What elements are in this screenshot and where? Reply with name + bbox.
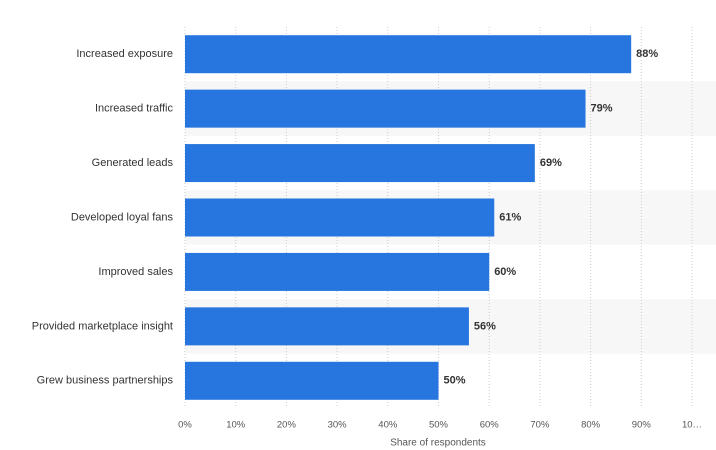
- x-tick-label: 20%: [277, 420, 297, 431]
- y-tick-label: Provided marketplace insight: [32, 320, 173, 332]
- x-tick-label: 90%: [632, 420, 652, 431]
- x-tick-label: 0%: [178, 420, 192, 431]
- bar: [185, 252, 490, 291]
- x-tick-label: 60%: [480, 420, 500, 431]
- y-tick-label: Increased traffic: [95, 103, 174, 115]
- y-tick-label: Grew business partnerships: [37, 375, 174, 387]
- value-label: 60%: [494, 266, 516, 278]
- x-axis-title: Share of respondents: [390, 438, 486, 449]
- bar: [185, 35, 632, 74]
- bar: [185, 198, 495, 237]
- x-tick-label: 70%: [530, 420, 550, 431]
- x-tick-label: 40%: [378, 420, 398, 431]
- x-tick-label: 50%: [429, 420, 449, 431]
- bar: [185, 307, 469, 346]
- value-label: 69%: [540, 157, 562, 169]
- bar: [185, 89, 586, 128]
- value-label: 50%: [444, 375, 466, 387]
- y-tick-label: Developed loyal fans: [71, 211, 174, 223]
- value-label: 61%: [499, 211, 521, 223]
- x-tick-label: 10%: [226, 420, 246, 431]
- y-tick-label: Improved sales: [98, 266, 173, 278]
- bar: [185, 361, 439, 400]
- value-label: 56%: [474, 320, 496, 332]
- y-tick-label: Generated leads: [92, 157, 174, 169]
- x-tick-label: 80%: [581, 420, 601, 431]
- value-label: 88%: [636, 48, 658, 60]
- y-tick-label: Increased exposure: [76, 48, 173, 60]
- x-tick-label: 30%: [328, 420, 348, 431]
- x-tick-label: 10…: [682, 420, 702, 431]
- value-label: 79%: [591, 103, 613, 115]
- bar: [185, 144, 535, 183]
